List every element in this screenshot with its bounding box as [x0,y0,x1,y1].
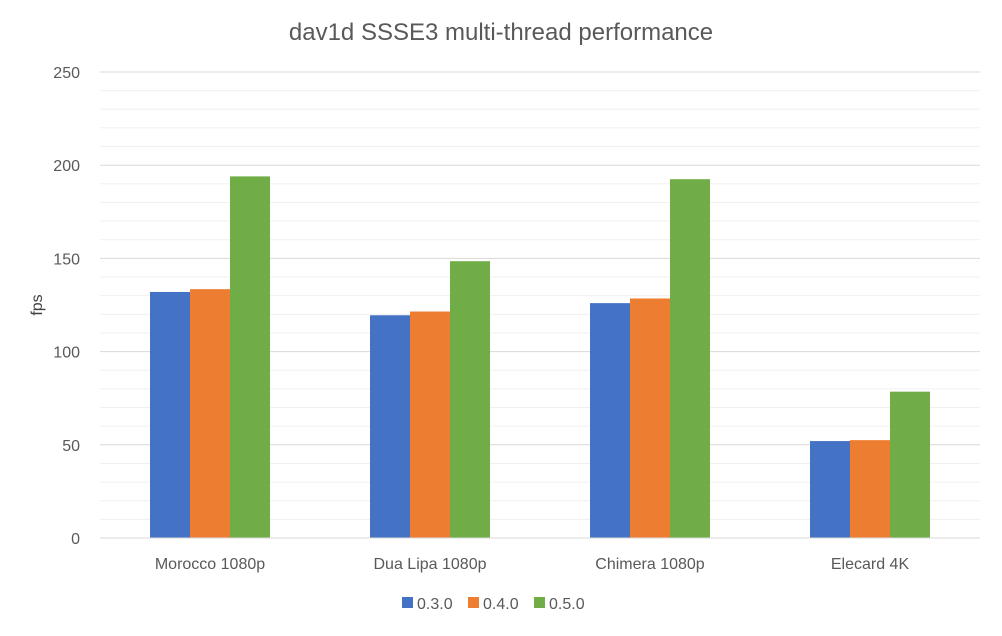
y-tick-label: 50 [62,438,80,455]
y-tick-label: 0 [71,531,80,548]
legend-item: 0.3.0 [402,596,453,613]
x-tick-label: Chimera 1080p [595,556,705,573]
legend-item: 0.5.0 [534,596,585,613]
bar-0-5-0-3 [890,391,930,538]
bar-0-4-0-0 [190,289,230,538]
legend-swatch [402,597,413,608]
bar-0-4-0-3 [850,440,890,538]
y-tick-label: 200 [53,158,80,175]
x-axis-ticks: Morocco 1080p Dua Lipa 1080p Chimera 1080p… [155,556,910,573]
y-tick-label: 150 [53,251,80,268]
chart-title: dav1d SSSE3 multi-thread performance [289,19,713,46]
y-tick-label: 100 [53,345,80,362]
bar-0-4-0-1 [410,311,450,538]
bar-0-3-0-3 [810,441,850,538]
legend-swatch [534,597,545,608]
y-axis-ticks: 0 50 100 150 200 250 [53,65,80,548]
legend-label: 0.3.0 [417,596,453,613]
y-axis-label: fps [29,294,46,315]
bar-0-5-0-2 [670,179,710,538]
bar-0-5-0-0 [230,176,270,538]
legend-item: 0.4.0 [468,596,519,613]
bar-0-5-0-1 [450,261,490,538]
x-tick-label: Morocco 1080p [155,556,265,573]
x-tick-label: Dua Lipa 1080p [374,556,487,573]
bar-0-4-0-2 [630,298,670,538]
bar-0-3-0-0 [150,291,190,538]
x-tick-label: Elecard 4K [831,556,910,573]
legend-swatch [468,597,479,608]
bar-0-3-0-2 [590,303,630,538]
bars [150,176,930,538]
legend-label: 0.5.0 [549,596,585,613]
legend: 0.3.0 0.4.0 0.5.0 [402,596,585,613]
bar-0-3-0-1 [370,315,410,538]
legend-label: 0.4.0 [483,596,519,613]
y-tick-label: 250 [53,65,80,82]
